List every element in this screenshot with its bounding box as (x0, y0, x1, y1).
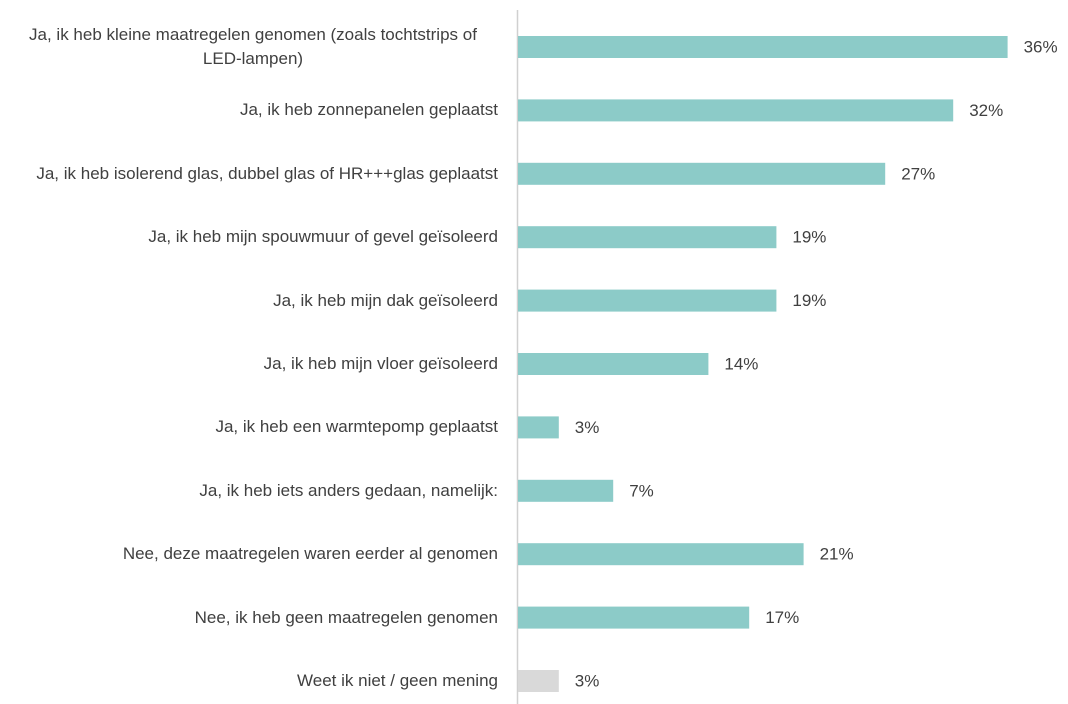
bar (518, 289, 777, 312)
category-label: Ja, ik heb mijn dak geïsoleerd (273, 290, 498, 310)
category-label: Weet ik niet / geen mening (297, 671, 498, 690)
value-label: 19% (792, 228, 826, 247)
category-label-box: Ja, ik heb mijn vloer geïsoleerd (8, 352, 498, 376)
category-label-box: Weet ik niet / geen mening (8, 669, 498, 693)
value-label: 17% (765, 608, 799, 627)
bar (518, 543, 804, 566)
category-label: Ja, ik heb kleine maatregelen genomen (z… (29, 25, 477, 68)
category-label: Nee, deze maatregelen waren eerder al ge… (122, 544, 498, 564)
value-label: 27% (901, 164, 935, 183)
value-label: 32% (969, 101, 1003, 120)
bar (518, 416, 559, 439)
value-label: 19% (792, 291, 826, 310)
bar (518, 99, 954, 122)
category-label-box: Nee, deze maatregelen waren eerder al ge… (8, 542, 498, 566)
category-label-box: Ja, ik heb kleine maatregelen genomen (z… (8, 23, 498, 71)
bar (518, 226, 777, 249)
value-label: 36% (1024, 37, 1058, 56)
bar (518, 606, 750, 629)
value-label: 7% (629, 481, 654, 500)
bar (518, 36, 1008, 58)
category-label-box: Ja, ik heb zonnepanelen geplaatst (8, 98, 498, 122)
value-label: 3% (575, 418, 600, 437)
category-label: Ja, ik heb zonnepanelen geplaatst (239, 100, 498, 120)
value-label: 3% (575, 671, 600, 690)
category-label-box: Nee, ik heb geen maatregelen genomen (8, 606, 498, 630)
category-label-box: Ja, ik heb mijn dak geïsoleerd (8, 289, 498, 313)
value-label: 21% (820, 545, 854, 564)
category-label: Ja, ik heb iets anders gedaan, namelijk: (199, 480, 498, 500)
bar (518, 479, 614, 502)
category-label-box: Ja, ik heb isolerend glas, dubbel glas o… (8, 162, 498, 186)
bar (518, 670, 559, 692)
category-label: Ja, ik heb isolerend glas, dubbel glas o… (36, 163, 498, 183)
category-label: Ja, ik heb mijn vloer geïsoleerd (263, 354, 498, 373)
value-label: 14% (724, 354, 758, 373)
category-label: Ja, ik heb mijn spouwmuur of gevel geïso… (148, 227, 498, 247)
category-label-box: Ja, ik heb mijn spouwmuur of gevel geïso… (8, 225, 498, 249)
category-label: Nee, ik heb geen maatregelen genomen (194, 607, 498, 627)
bar (518, 162, 886, 185)
category-label-box: Ja, ik heb iets anders gedaan, namelijk: (8, 479, 498, 503)
category-label: Ja, ik heb een warmtepomp geplaatst (215, 417, 498, 437)
bar (518, 353, 709, 375)
category-label-box: Ja, ik heb een warmtepomp geplaatst (8, 415, 498, 439)
